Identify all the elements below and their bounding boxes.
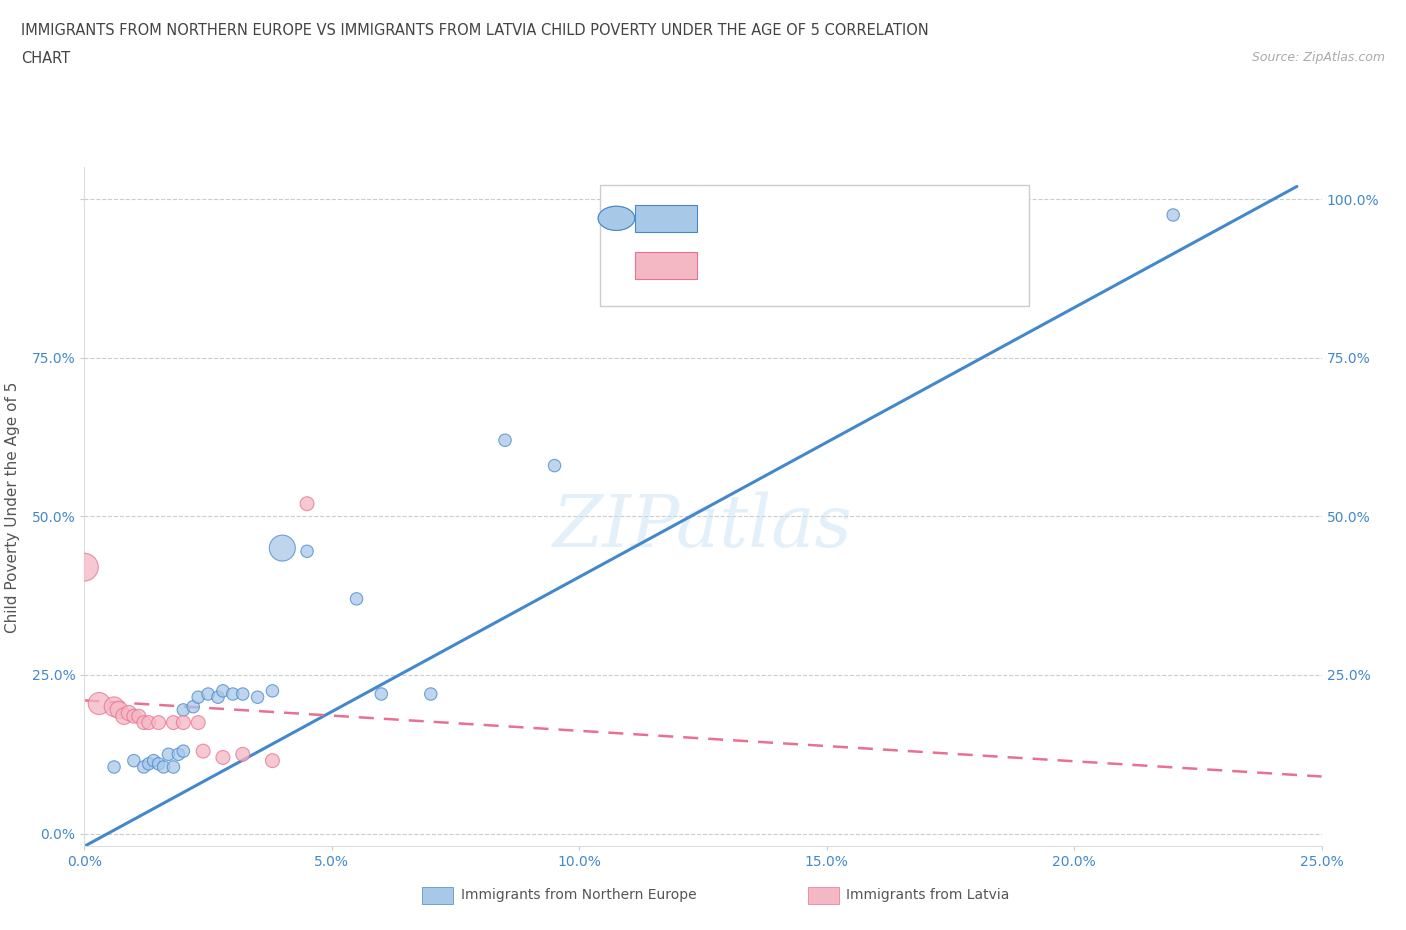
Text: ZIPatlas: ZIPatlas [553,492,853,563]
Point [132,760,155,775]
Point [187,690,209,705]
Point [212,684,235,698]
Point [157,747,180,762]
Point [162,760,184,775]
Point [148,756,170,771]
Point [187,715,209,730]
Point [128,709,150,724]
Point [142,753,165,768]
Point [232,747,254,762]
Point [232,686,254,701]
Point [419,686,441,701]
Text: Immigrants from Northern Europe: Immigrants from Northern Europe [461,887,697,902]
Point [246,690,269,705]
Text: Source: ZipAtlas.com: Source: ZipAtlas.com [1251,51,1385,64]
Point [103,699,125,714]
Point [112,709,135,724]
Point [212,750,235,764]
Point [295,544,318,559]
Point [122,709,145,724]
Point [271,540,294,555]
Point [172,744,194,759]
Text: CHART: CHART [21,51,70,66]
Y-axis label: Child Poverty Under the Age of 5: Child Poverty Under the Age of 5 [6,381,21,632]
Point [295,497,318,512]
Point [162,715,184,730]
Point [262,753,284,768]
Point [108,702,131,717]
Point [152,760,174,775]
Point [118,706,141,721]
Text: IMMIGRANTS FROM NORTHERN EUROPE VS IMMIGRANTS FROM LATVIA CHILD POVERTY UNDER TH: IMMIGRANTS FROM NORTHERN EUROPE VS IMMIG… [21,23,929,38]
Point [543,458,565,473]
Point [167,747,190,762]
Point [346,591,368,606]
Point [138,756,160,771]
Point [73,560,96,575]
Text: R =  0.740    N = 29: R = 0.740 N = 29 [709,210,863,225]
Point [197,686,219,701]
Point [191,744,214,759]
Point [207,690,229,705]
Point [148,715,170,730]
Point [494,432,516,447]
Point [122,753,145,768]
Point [370,686,392,701]
Point [103,760,125,775]
Point [181,699,204,714]
Point [222,686,245,701]
Text: Immigrants from Latvia: Immigrants from Latvia [846,887,1010,902]
Point [89,696,111,711]
Point [1161,207,1184,222]
Point [132,715,155,730]
Point [262,684,284,698]
Point [138,715,160,730]
Point [172,715,194,730]
Point [172,702,194,717]
Text: R = -0.239    N = 19: R = -0.239 N = 19 [709,259,865,274]
